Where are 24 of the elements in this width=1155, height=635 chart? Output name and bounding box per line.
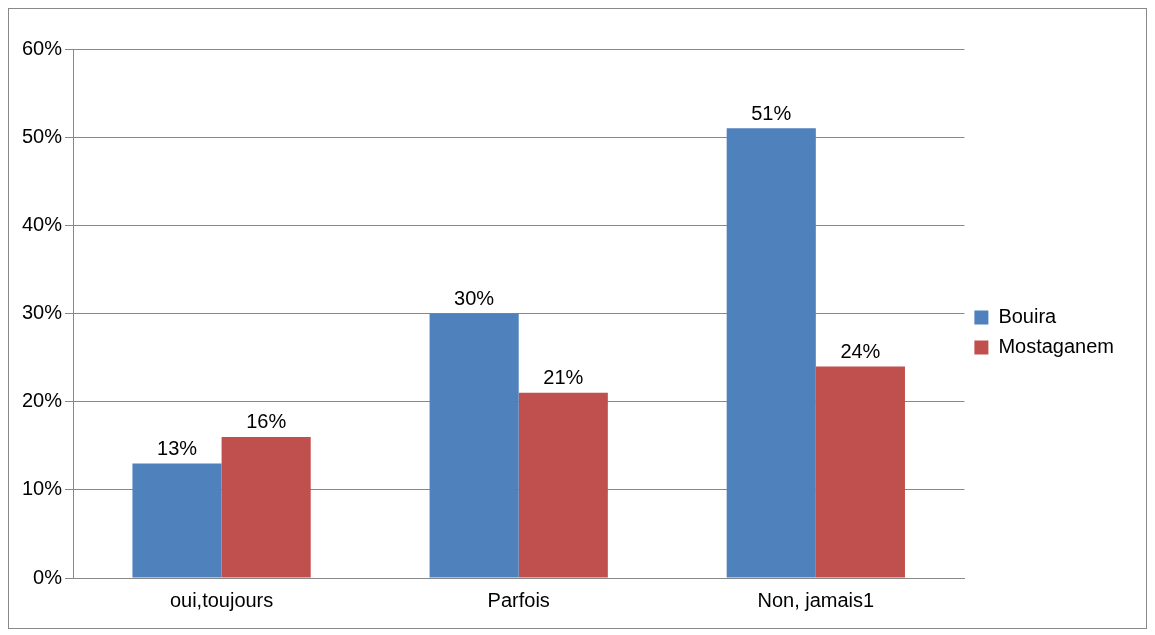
y-tick-label: 40% xyxy=(22,212,63,235)
x-tick-label: oui,toujours xyxy=(169,588,274,611)
legend-label: Mostaganem xyxy=(998,335,1115,358)
y-tick-label: 50% xyxy=(22,124,63,147)
y-tick-label: 60% xyxy=(22,36,63,59)
y-tick-label: 10% xyxy=(22,477,63,500)
bar xyxy=(221,436,311,578)
y-tick-label: 20% xyxy=(22,389,63,412)
bar xyxy=(429,313,519,578)
data-label: 16% xyxy=(246,410,287,433)
data-label: 13% xyxy=(157,436,198,459)
data-label: 21% xyxy=(543,366,584,389)
legend-label: Bouira xyxy=(998,305,1058,328)
x-tick-label: Parfois xyxy=(487,588,550,611)
data-label: 24% xyxy=(840,339,881,362)
bar xyxy=(132,463,222,578)
data-label: 30% xyxy=(454,287,495,310)
bar xyxy=(518,392,608,578)
bar xyxy=(815,366,905,578)
x-tick-label: Non, jamais1 xyxy=(757,588,875,611)
data-label: 51% xyxy=(751,101,792,124)
y-tick-label: 30% xyxy=(22,301,63,324)
y-tick-label: 0% xyxy=(33,565,63,588)
bar xyxy=(726,128,816,578)
